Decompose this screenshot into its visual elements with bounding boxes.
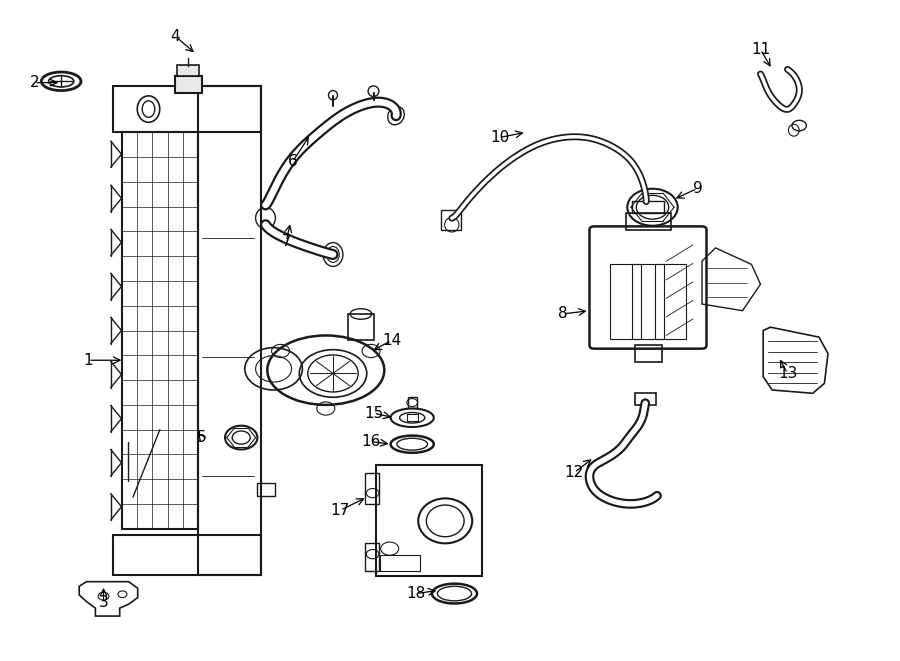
Bar xyxy=(441,210,461,230)
Bar xyxy=(112,86,261,132)
Text: 15: 15 xyxy=(364,406,383,420)
Bar xyxy=(365,543,379,571)
Bar xyxy=(122,132,198,529)
Bar xyxy=(407,414,418,421)
Text: 2: 2 xyxy=(30,75,39,90)
Bar xyxy=(380,555,420,571)
Bar xyxy=(112,535,261,575)
Text: 7: 7 xyxy=(282,234,291,249)
Bar xyxy=(198,86,261,575)
Bar xyxy=(626,213,670,230)
Text: 10: 10 xyxy=(490,130,509,145)
Text: 5: 5 xyxy=(197,430,206,445)
Bar xyxy=(655,264,686,339)
Text: 14: 14 xyxy=(382,333,401,348)
Text: 17: 17 xyxy=(330,503,350,518)
Text: 18: 18 xyxy=(406,586,426,601)
Bar xyxy=(634,393,656,405)
Text: 16: 16 xyxy=(361,434,381,449)
Text: 13: 13 xyxy=(778,366,797,381)
Text: 11: 11 xyxy=(751,42,770,57)
Text: 9: 9 xyxy=(693,181,702,196)
Text: 12: 12 xyxy=(564,465,584,480)
Bar xyxy=(632,264,664,339)
Bar xyxy=(632,201,664,213)
Text: 6: 6 xyxy=(288,155,297,169)
Text: 3: 3 xyxy=(99,596,108,610)
Bar xyxy=(634,345,662,362)
Text: 4: 4 xyxy=(171,29,180,44)
Bar xyxy=(175,76,202,93)
Bar xyxy=(365,473,379,504)
Bar xyxy=(408,397,417,408)
Bar xyxy=(177,65,199,76)
Bar xyxy=(348,314,374,340)
Bar xyxy=(610,264,641,339)
Text: 1: 1 xyxy=(84,353,93,368)
Text: 8: 8 xyxy=(558,307,567,321)
Bar xyxy=(256,483,274,496)
